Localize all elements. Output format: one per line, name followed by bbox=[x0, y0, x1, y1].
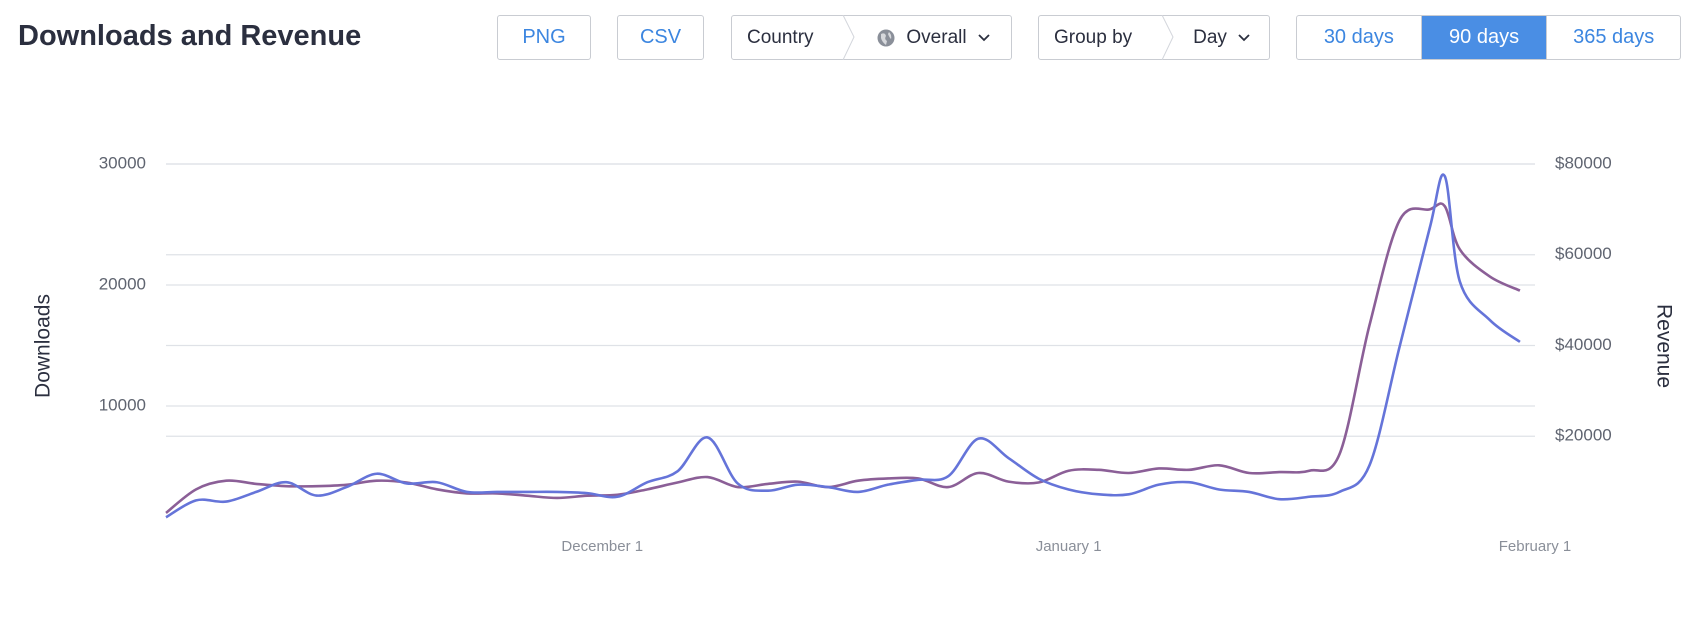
x-tick-label: February 1 bbox=[1499, 538, 1572, 555]
y2-tick-label: $60000 bbox=[1555, 244, 1612, 263]
group-by-value: Day bbox=[1193, 26, 1227, 48]
divider bbox=[1161, 15, 1174, 60]
group-by-select[interactable]: Group by Day bbox=[1038, 15, 1270, 60]
divider bbox=[842, 15, 855, 60]
country-value: Overall bbox=[906, 26, 967, 48]
y2-tick-label: $80000 bbox=[1555, 153, 1612, 172]
y-tick-label: 20000 bbox=[99, 274, 146, 293]
country-label: Country bbox=[747, 26, 814, 48]
chevron bbox=[1238, 33, 1250, 41]
series-line bbox=[165, 202, 1521, 514]
png-button[interactable]: PNG bbox=[497, 15, 591, 60]
x-tick-label: January 1 bbox=[1036, 538, 1102, 555]
x-tick-label: December 1 bbox=[561, 538, 643, 555]
range-button[interactable]: 90 days bbox=[1421, 16, 1548, 59]
y-tick-label: 10000 bbox=[99, 395, 146, 414]
range-button[interactable]: 30 days bbox=[1297, 16, 1422, 59]
y2-tick-label: $20000 bbox=[1555, 426, 1612, 445]
range-button[interactable]: 365 days bbox=[1573, 26, 1655, 48]
y-axis-title: Downloads bbox=[32, 294, 55, 398]
country-select[interactable]: Country Overall bbox=[731, 15, 1012, 60]
chevron bbox=[977, 33, 990, 41]
y-tick-label: 30000 bbox=[99, 153, 146, 172]
globe-icon bbox=[877, 29, 895, 46]
y2-axis-title: Revenue bbox=[1652, 304, 1675, 388]
y2-tick-label: $40000 bbox=[1555, 335, 1612, 354]
series-line bbox=[165, 173, 1521, 519]
group-by-label: Group by bbox=[1054, 26, 1133, 48]
csv-button[interactable]: CSV bbox=[617, 15, 704, 60]
page-title: Downloads and Revenue bbox=[18, 20, 362, 52]
range-selector: 30 days 90 days 365 days bbox=[1296, 15, 1681, 60]
